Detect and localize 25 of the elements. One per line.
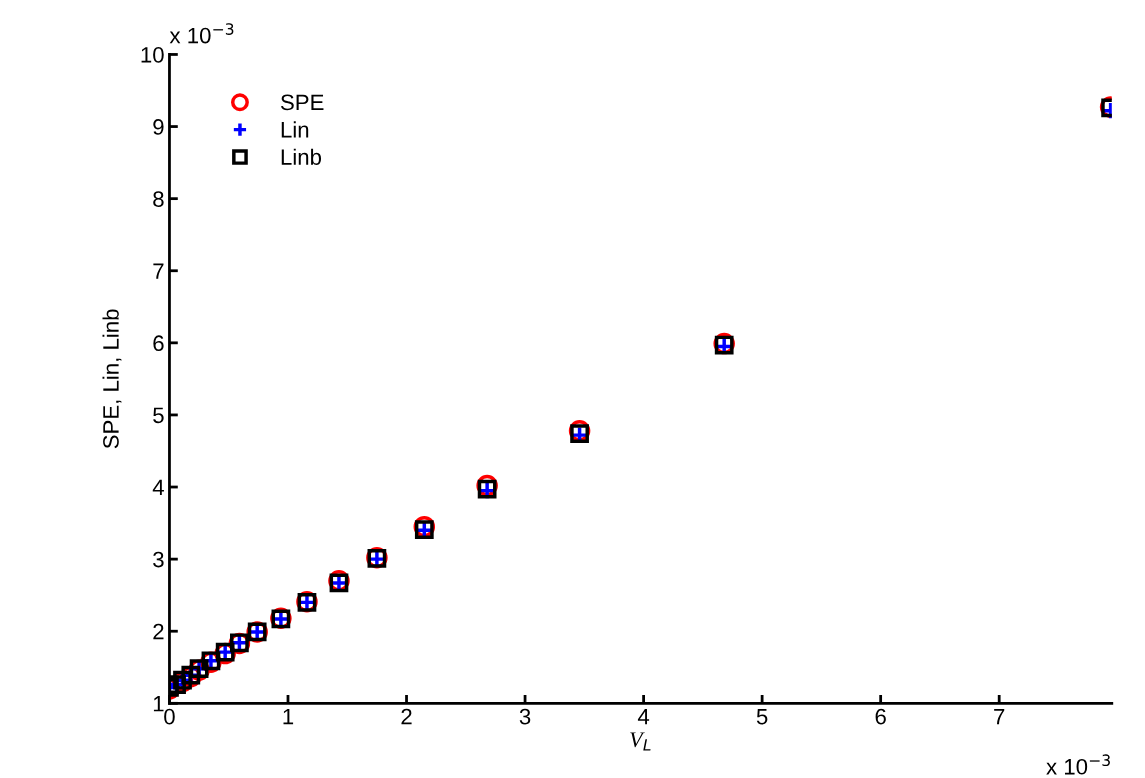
y-tick-label: 9 [153,119,164,135]
y-axis-title: SPE, Lin, Linb [102,309,122,449]
y-tick-label: 3 [153,551,164,568]
y-tick-label: 2 [153,623,164,640]
x-tick-label: 0 [164,708,175,725]
legend-label: Linb [281,148,322,166]
x-tick-label: 1 [283,708,294,725]
x-tick-label: 7 [994,708,1005,725]
legend-label: Lin [281,121,309,138]
y-tick-label: 5 [153,407,164,424]
text: x 10$^{−3}$ [169,23,234,44]
text: x 10$^{−3}$ [1046,754,1110,775]
x-tick-label: 2 [401,708,412,725]
x-tick-label: 6 [875,708,886,725]
y-tick-label: 7 [153,263,164,279]
x-axis-title: V$_{L}$ [630,732,651,751]
x-tick-label: 3 [519,708,531,725]
x-tick-label: 5 [756,708,768,725]
y-tick-label: 8 [153,191,164,207]
y-tick-label: 1 [153,696,164,712]
y-tick-label: 6 [153,335,164,352]
x-tick-label: 4 [637,708,650,725]
legend-label: SPE [280,94,324,111]
y-tick-label: 4 [152,479,164,496]
y-tick-label: 10 [141,46,164,63]
